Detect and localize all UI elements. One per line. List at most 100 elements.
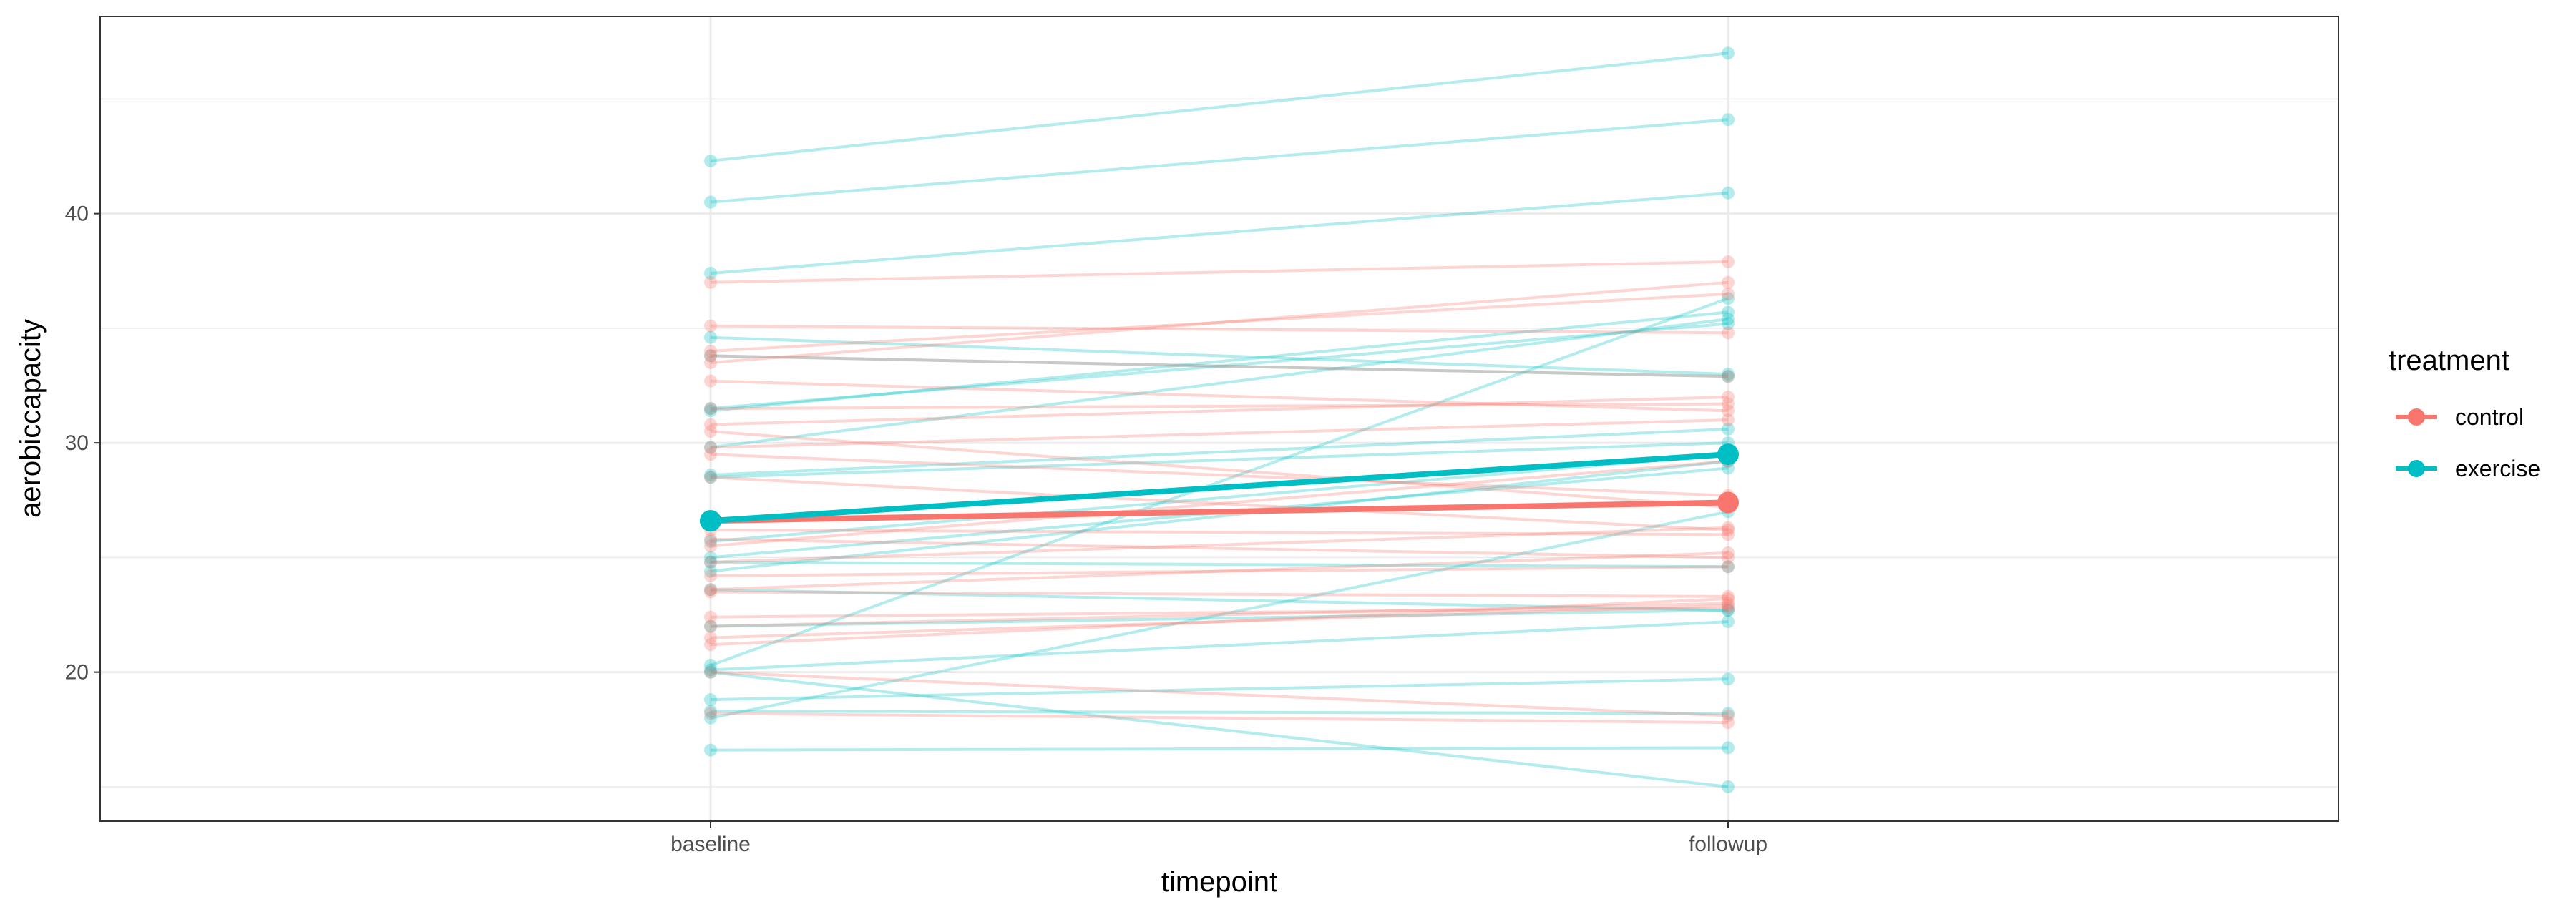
individual-segment xyxy=(710,609,1729,628)
individual-segment xyxy=(710,52,1729,162)
individual-point xyxy=(704,539,718,553)
individual-segment xyxy=(710,402,1729,411)
mean-lines xyxy=(700,443,1739,532)
individual-segment xyxy=(710,430,1729,509)
individual-point xyxy=(704,619,718,633)
individual-segment xyxy=(711,746,1728,752)
individual-line-control xyxy=(704,275,1735,369)
individual-point xyxy=(704,743,718,757)
individual-line-control xyxy=(704,707,1735,730)
x-tick-label: followup xyxy=(1689,833,1767,856)
individual-point xyxy=(1721,370,1735,383)
individual-point xyxy=(704,631,718,644)
individual-point xyxy=(704,448,718,461)
individual-point xyxy=(1721,604,1735,617)
individual-line-control xyxy=(704,597,1735,633)
mean-point xyxy=(1717,491,1739,514)
individual-point xyxy=(704,665,718,679)
individual-segment xyxy=(710,260,1729,284)
individual-segment xyxy=(710,590,1729,598)
individual-line-control xyxy=(704,665,1735,722)
individual-point xyxy=(1721,716,1735,730)
individual-point xyxy=(1721,597,1735,610)
individual-segment xyxy=(710,597,1729,647)
individual-line-control xyxy=(704,374,1735,418)
individual-point xyxy=(1721,397,1735,411)
legend-dot-control xyxy=(2408,408,2425,426)
individual-segment xyxy=(710,418,1729,449)
individual-point xyxy=(1721,422,1735,436)
legend: treatment control exercise xyxy=(2389,345,2540,481)
y-axis-title: aerobiccapacity xyxy=(15,319,47,518)
individual-point xyxy=(1721,391,1735,404)
individual-line-exercise xyxy=(704,604,1735,633)
mean-point xyxy=(1717,443,1739,466)
individual-point xyxy=(1721,589,1735,603)
individual-point xyxy=(704,349,718,363)
mean-line xyxy=(710,451,1729,524)
individual-point xyxy=(1721,292,1735,305)
individual-point xyxy=(1721,615,1735,629)
individual-point xyxy=(1721,287,1735,300)
individual-segment xyxy=(710,670,1729,717)
individual-point xyxy=(1721,521,1735,534)
individual-segment xyxy=(710,322,1729,411)
individual-point xyxy=(704,583,718,597)
individual-point xyxy=(1721,672,1735,686)
individual-point xyxy=(704,356,718,369)
individual-line-exercise xyxy=(704,422,1735,482)
individual-segment xyxy=(710,528,1729,536)
individual-line-control xyxy=(704,532,1735,564)
individual-line-exercise xyxy=(704,313,1735,454)
individual-line-control xyxy=(704,592,1735,652)
individual-line-control xyxy=(704,585,1735,603)
individual-point xyxy=(1721,560,1735,574)
grid xyxy=(100,16,2338,821)
y-axis: 20 30 40 xyxy=(65,202,100,685)
individual-point xyxy=(1721,528,1735,541)
legend-title: treatment xyxy=(2389,345,2509,376)
individual-point xyxy=(1721,368,1735,381)
individual-point xyxy=(1721,546,1735,559)
legend-label-control: control xyxy=(2455,404,2524,430)
individual-line-control xyxy=(704,546,1735,597)
individual-segment xyxy=(710,324,1729,335)
individual-point xyxy=(704,665,718,679)
individual-point xyxy=(1721,560,1735,574)
individual-point xyxy=(704,564,718,578)
individual-point xyxy=(704,275,718,289)
legend-dot-exercise xyxy=(2408,460,2425,477)
individual-point xyxy=(1721,709,1735,722)
individual-line-control xyxy=(704,413,1735,454)
individual-point xyxy=(1721,113,1735,127)
individual-line-exercise xyxy=(704,305,1735,418)
individual-point xyxy=(704,319,718,333)
individual-segment xyxy=(710,510,1729,720)
individual-point xyxy=(704,532,718,546)
individual-point xyxy=(704,349,718,363)
individual-segment xyxy=(710,310,1729,413)
individual-line-control xyxy=(704,287,1735,358)
individual-point xyxy=(1721,604,1735,617)
individual-point xyxy=(704,402,718,416)
legend-entry-control: control xyxy=(2396,404,2524,430)
individual-point xyxy=(704,663,718,677)
individual-point xyxy=(704,583,718,597)
individual-point xyxy=(704,610,718,624)
individual-point xyxy=(1721,413,1735,427)
individual-line-exercise xyxy=(704,583,1735,617)
individual-segment xyxy=(710,453,1729,543)
individual-point xyxy=(704,418,718,431)
individual-line-control xyxy=(704,391,1735,431)
individual-point xyxy=(1721,186,1735,200)
individual-point xyxy=(704,659,718,672)
individual-segment xyxy=(710,318,1729,449)
individual-point xyxy=(1721,370,1735,383)
individual-point xyxy=(1721,780,1735,793)
y-tick-label: 40 xyxy=(65,202,89,226)
individual-point xyxy=(704,344,718,358)
individual-point xyxy=(704,711,718,725)
individual-segment xyxy=(710,396,1729,426)
individual-segment xyxy=(710,526,1729,564)
